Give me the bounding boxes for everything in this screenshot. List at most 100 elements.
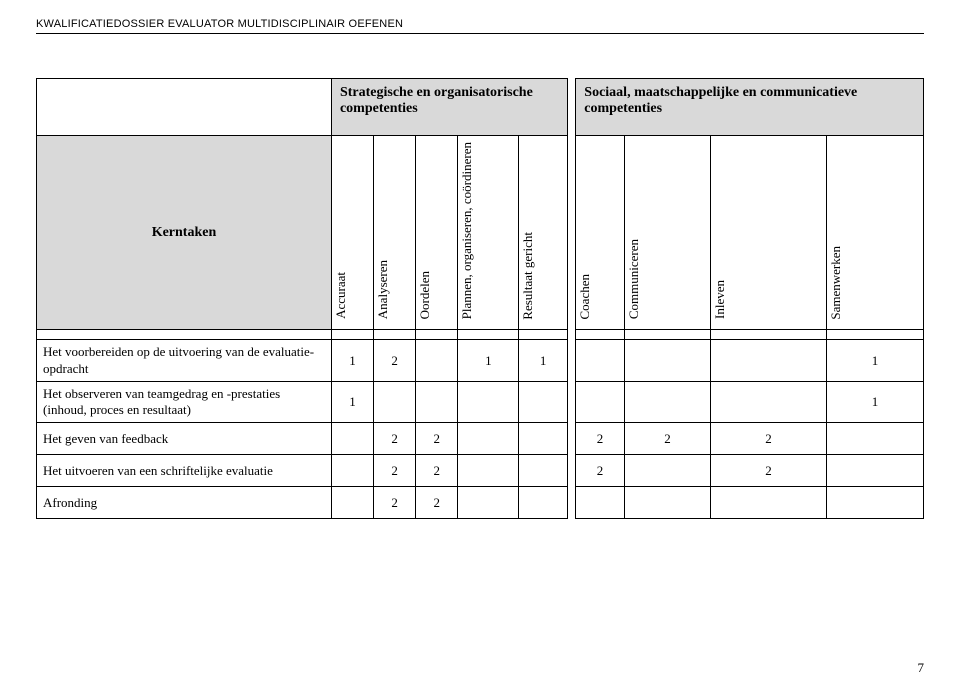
row-label: Het observeren van teamgedrag en -presta… <box>37 381 332 423</box>
cell <box>331 455 373 487</box>
col-label: Accuraat <box>334 270 348 321</box>
cell <box>576 487 624 519</box>
spacer-cell <box>624 330 710 340</box>
cell-gap <box>567 423 575 455</box>
cell <box>624 455 710 487</box>
cell <box>458 423 519 455</box>
cell: 2 <box>576 455 624 487</box>
col-label: Coachen <box>578 272 592 321</box>
spacer-row <box>37 330 924 340</box>
cell <box>519 487 567 519</box>
col-gap <box>567 136 575 330</box>
spacer-cell <box>37 330 332 340</box>
spacer-cell <box>711 330 827 340</box>
spacer-cell <box>416 330 458 340</box>
col-analyseren: Analyseren <box>374 136 416 330</box>
col-label: Communiceren <box>627 237 641 321</box>
cell: 1 <box>826 381 923 423</box>
cell <box>519 381 567 423</box>
row-label: Het voorbereiden op de uitvoering van de… <box>37 340 332 382</box>
cell: 1 <box>519 340 567 382</box>
cell: 1 <box>458 340 519 382</box>
col-label: Samenwerken <box>829 244 843 322</box>
group-header-row: Strategische en organisatorische compete… <box>37 79 924 136</box>
cell: 2 <box>374 455 416 487</box>
cell: 2 <box>416 423 458 455</box>
cell <box>519 423 567 455</box>
group-social: Sociaal, maatschappelijke en communicati… <box>576 79 924 136</box>
col-label: Inleven <box>713 278 727 321</box>
cell <box>576 381 624 423</box>
cell <box>711 340 827 382</box>
col-oordelen: Oordelen <box>416 136 458 330</box>
cell-gap <box>567 455 575 487</box>
group-gap <box>567 79 575 136</box>
col-plannen: Plannen, organiseren, coördineren <box>458 136 519 330</box>
cell: 2 <box>374 340 416 382</box>
cell: 2 <box>416 487 458 519</box>
col-label: Resultaat gericht <box>521 230 535 322</box>
row-label: Afronding <box>37 487 332 519</box>
spacer-cell <box>519 330 567 340</box>
page-number: 7 <box>918 660 925 676</box>
spacer-cell <box>331 330 373 340</box>
row-label: Het geven van feedback <box>37 423 332 455</box>
table-row: Het observeren van teamgedrag en -presta… <box>37 381 924 423</box>
cell <box>624 340 710 382</box>
col-communiceren: Communiceren <box>624 136 710 330</box>
col-label: Oordelen <box>418 269 432 321</box>
col-label: Plannen, organiseren, coördineren <box>460 140 474 321</box>
cell <box>826 423 923 455</box>
cell: 2 <box>711 423 827 455</box>
cell <box>416 340 458 382</box>
table-row: Het voorbereiden op de uitvoering van de… <box>37 340 924 382</box>
col-coachen: Coachen <box>576 136 624 330</box>
cell: 2 <box>374 487 416 519</box>
cell <box>458 455 519 487</box>
table-row: Het uitvoeren van een schriftelijke eval… <box>37 455 924 487</box>
cell <box>826 487 923 519</box>
cell: 2 <box>416 455 458 487</box>
page: KWALIFICATIEDOSSIER EVALUATOR MULTIDISCI… <box>0 0 960 686</box>
col-resultaat: Resultaat gericht <box>519 136 567 330</box>
spacer-cell <box>458 330 519 340</box>
cell: 2 <box>374 423 416 455</box>
spacer-cell <box>567 330 575 340</box>
cell-gap <box>567 487 575 519</box>
spacer-cell <box>374 330 416 340</box>
spacer-cell <box>576 330 624 340</box>
cell <box>416 381 458 423</box>
col-samenwerken: Samenwerken <box>826 136 923 330</box>
cell <box>458 381 519 423</box>
cell <box>624 381 710 423</box>
col-accuraat: Accuraat <box>331 136 373 330</box>
col-label: Analyseren <box>376 258 390 321</box>
cell <box>331 423 373 455</box>
column-header-row: Kerntaken Accuraat Analyseren Oordelen P… <box>37 136 924 330</box>
spacer-cell <box>826 330 923 340</box>
cell <box>711 487 827 519</box>
cell-gap <box>567 340 575 382</box>
kerntaken-header: Kerntaken <box>37 136 332 330</box>
doc-header: KWALIFICATIEDOSSIER EVALUATOR MULTIDISCI… <box>36 18 924 34</box>
cell: 2 <box>711 455 827 487</box>
cell <box>519 455 567 487</box>
cell <box>711 381 827 423</box>
blank-corner <box>37 79 332 136</box>
cell: 1 <box>331 381 373 423</box>
cell: 2 <box>576 423 624 455</box>
cell: 2 <box>624 423 710 455</box>
cell <box>576 340 624 382</box>
cell-gap <box>567 381 575 423</box>
cell <box>624 487 710 519</box>
cell: 1 <box>826 340 923 382</box>
cell <box>458 487 519 519</box>
row-label: Het uitvoeren van een schriftelijke eval… <box>37 455 332 487</box>
competency-matrix: Strategische en organisatorische compete… <box>36 78 924 519</box>
cell <box>826 455 923 487</box>
group-strategic: Strategische en organisatorische compete… <box>331 79 567 136</box>
cell <box>374 381 416 423</box>
cell: 1 <box>331 340 373 382</box>
table-row: Het geven van feedback 2 2 2 2 2 <box>37 423 924 455</box>
table-row: Afronding 2 2 <box>37 487 924 519</box>
